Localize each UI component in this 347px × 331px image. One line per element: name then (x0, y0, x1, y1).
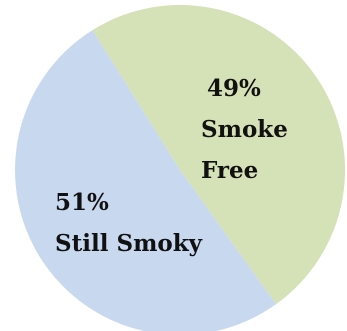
pie-slice-smoke-free (92, 4, 346, 305)
slice-percent-still-smoky: 51% (55, 189, 109, 216)
slice-label-still-smoky: 51% Still Smoky (55, 189, 203, 257)
pie-slice-still-smoky (15, 30, 277, 331)
slice-name-smoke-free-line-1: Smoke (201, 116, 288, 143)
slice-label-smoke-free: 49% Smoke Free (201, 75, 296, 184)
slice-name-still-smoky: Still Smoky (55, 230, 203, 257)
slice-name-smoke-free-line-2: Free (201, 157, 258, 184)
slice-percent-smoke-free: 49% (207, 75, 261, 102)
